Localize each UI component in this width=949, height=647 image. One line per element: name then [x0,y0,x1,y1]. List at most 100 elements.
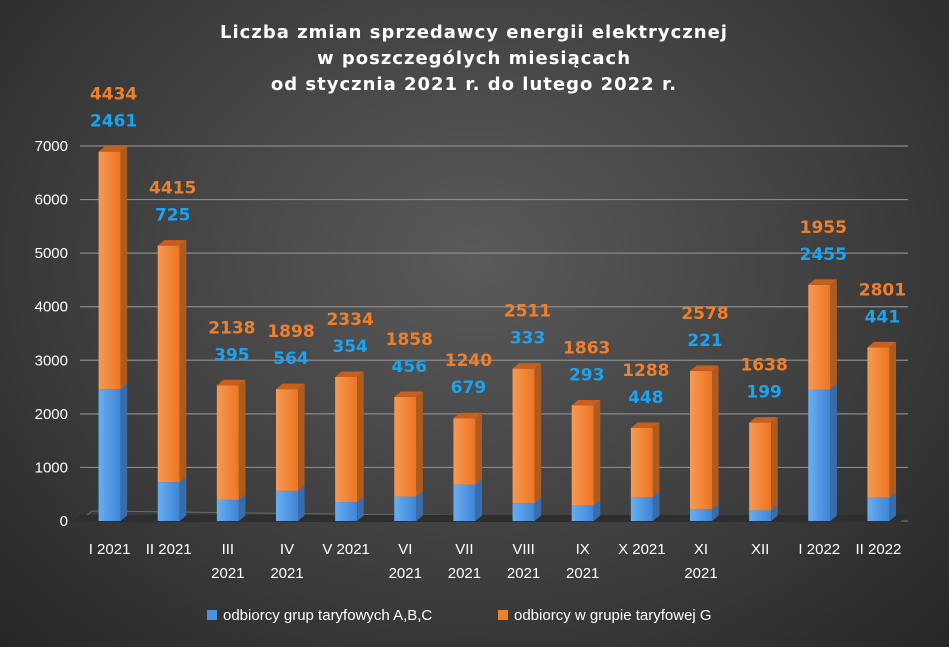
data-label-g: 2801 [859,280,906,300]
x-tick-label: VIII [512,541,535,558]
bar-segment-g-front [690,371,712,510]
y-tick-label: 5000 [35,245,68,262]
bar-segment-g-side [889,341,897,498]
bar-segment-g [216,379,246,500]
x-tick-label: I 2022 [798,541,840,558]
bar-segment-g-front [98,151,121,390]
data-label-abc: 395 [214,345,250,365]
y-axis-ticks: 0 1000 2000 3000 4000 5000 6000 7000 [35,138,68,530]
bar-segment-abc-front [276,490,298,521]
x-tick-label: 2021 [684,565,717,582]
bar-segment-g-side [416,391,423,497]
bar-segment-abc-side [830,383,837,521]
legend-item-abc: odbiorcy grup taryfowych A,B,C [207,607,432,624]
bar-segment-abc [808,383,837,521]
bar-segment-g-front [749,422,772,511]
bar-segment-g [453,412,483,485]
data-label-abc: 2461 [90,112,137,132]
y-tick-label: 1000 [35,459,68,476]
bar-segment-g-side [830,279,837,390]
bar-segment-g-front [808,284,831,390]
y-tick-label: 7000 [35,138,68,155]
bar-segment-g-top [571,400,601,406]
x-tick-label: X 2021 [618,541,666,558]
data-label-abc: 564 [273,349,309,369]
bar-segment-g-top [157,240,187,246]
bar-segment-abc [98,383,128,521]
data-label-g: 2578 [681,304,728,324]
bar-segment-abc-side [298,485,305,521]
x-tick-label: III [222,541,235,558]
bar-segment-abc-side [238,494,246,521]
x-tick-label: 2021 [211,565,244,582]
bar-segment-abc-side [357,496,364,521]
bar-segment-g-front [394,397,417,497]
bars [98,146,897,521]
bar-segment-g [276,383,305,491]
bar-segment-abc-side [120,383,128,521]
bar-segment-g [571,400,601,506]
x-tick-label: XI [694,541,708,558]
legend-item-g: odbiorcy w grupie taryfowej G [498,607,712,624]
bar-segment-g [157,240,187,483]
data-label-abc: 456 [392,357,428,377]
bar-segment-g-top [394,391,423,398]
chart-floor-edge [72,515,908,522]
bar-segment-g [749,417,778,511]
bar-segment-g-front [512,368,535,504]
legend-item-abc-label: odbiorcy grup taryfowych A,B,C [223,607,432,624]
bar-segment-abc-front [512,503,535,521]
bar-segment-g-top [512,363,542,369]
bar-segment-g-front [216,385,239,500]
bar-segment-abc-front [216,499,239,521]
bar-segment-g-front [335,377,358,503]
data-label-abc: 333 [510,329,546,349]
bar-segment-abc [157,476,187,521]
bar-segment-g-side [712,365,719,510]
x-tick-label: 2021 [507,565,540,582]
bar-segment-g-side [298,383,305,491]
bar-segment-g-side [593,400,601,506]
bar-segment-abc-front [453,484,476,521]
data-label-abc: 354 [332,337,368,357]
bar-segment-abc-side [475,479,483,521]
bar-segment-abc-front [867,497,890,521]
bar-segment-abc-front [571,505,594,521]
y-tick-label: 2000 [35,406,68,423]
x-tick-label: 2021 [270,565,303,582]
bar-segment-g-side [771,417,778,511]
bar-segment-g-front [453,418,476,485]
data-label-g: 4415 [149,179,196,199]
x-tick-label: I 2021 [89,541,131,558]
x-axis-ticks: I 2021 II 2021 III 2021 IV 2021 V 2021 VI 2021 VI… [89,541,902,582]
chart-floor [72,510,908,522]
data-label-g: 1863 [563,339,610,359]
bar-segment-g [690,365,719,510]
bar-segment-g-front [276,389,298,491]
y-tick-label: 3000 [35,352,68,369]
data-label-abc: 679 [451,378,487,398]
bar-segment-abc-side [771,504,778,521]
bar-segment-abc-side [179,476,187,521]
bar-segment-g-side [120,146,128,390]
bar-segment-g-front [157,245,180,483]
data-label-g: 4434 [90,85,137,105]
bar-segment-g-top [749,417,778,423]
data-label-g: 2138 [208,318,255,338]
legend-item-abc-swatch [207,610,217,620]
bar-segment-g [630,422,660,497]
data-label-g: 1240 [445,351,492,371]
data-label-abc: 293 [569,366,605,386]
bar-segment-g-side [179,240,187,483]
bar-segment-abc-side [652,491,660,521]
bar-segment-g-top [453,412,483,419]
data-label-abc: 2455 [800,245,847,265]
data-label-g: 1955 [800,218,847,238]
x-tick-label: IX [576,541,590,558]
data-labels: 2461 4434 725 4415 395 2138 564 1898 354 2334 456 1… [90,85,906,408]
y-tick-label: 6000 [35,192,68,209]
data-label-g: 1858 [386,330,433,350]
bar-segment-g [512,363,542,504]
